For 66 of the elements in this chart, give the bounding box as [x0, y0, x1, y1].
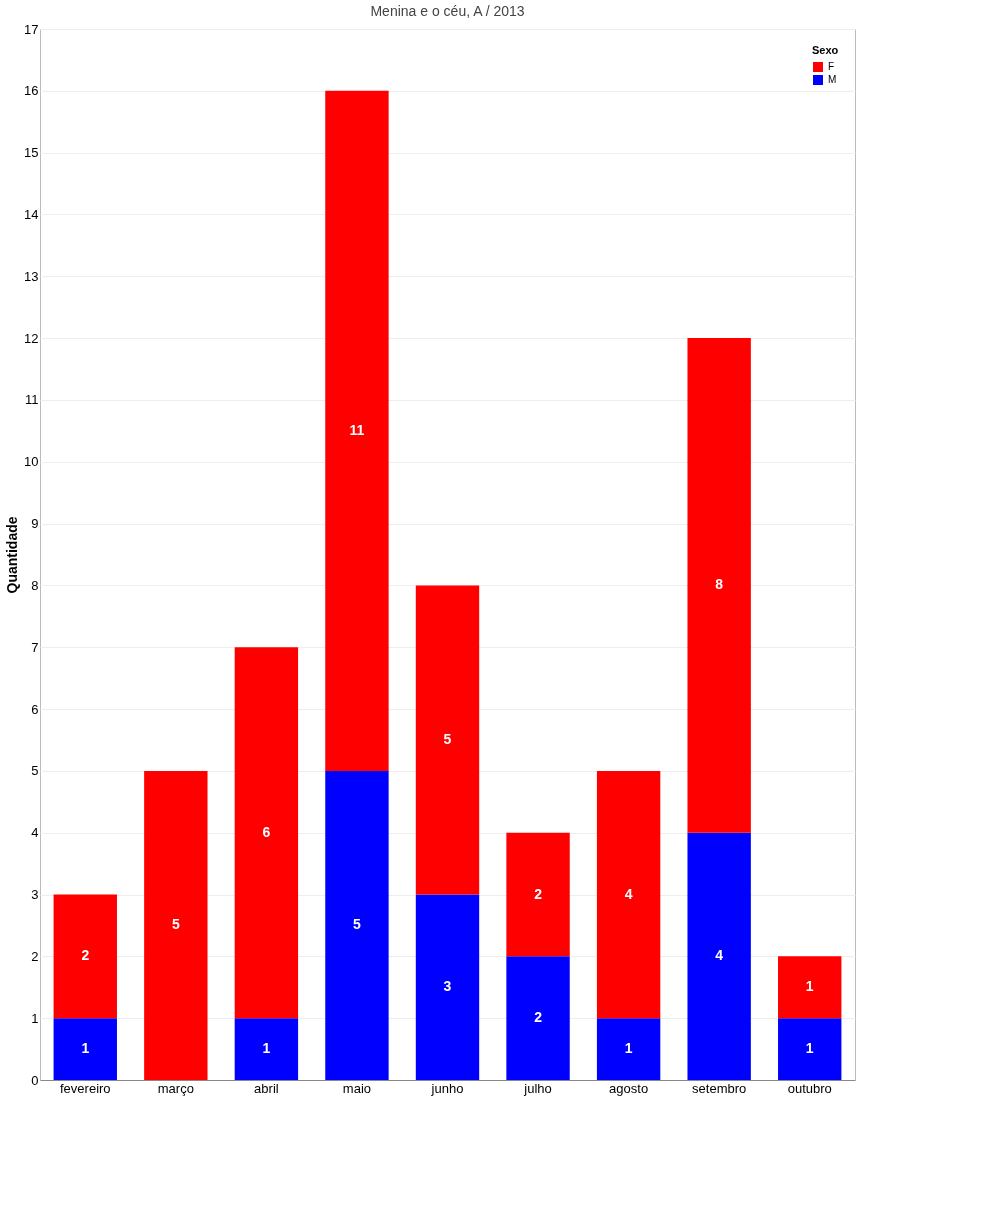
data-label: 5 — [353, 916, 362, 933]
x-tick-label: abril — [254, 1080, 279, 1096]
data-label: 1 — [624, 1040, 633, 1057]
legend-label: F — [828, 61, 835, 72]
legend-label: M — [828, 74, 837, 85]
y-tick-label: 12 — [24, 330, 39, 346]
data-label: 1 — [805, 978, 814, 995]
bar — [325, 90, 389, 771]
bar — [778, 956, 842, 1019]
y-axis-title: Quantidade — [4, 516, 21, 594]
bar — [415, 585, 480, 895]
bar — [415, 894, 480, 1080]
bar — [234, 647, 299, 1019]
y-tick-label: 9 — [31, 516, 39, 532]
y-tick-label: 14 — [24, 206, 39, 222]
bar — [506, 832, 570, 957]
y-tick-label: 13 — [24, 268, 39, 284]
bar — [53, 1018, 117, 1080]
y-tick-label: 15 — [24, 145, 39, 161]
y-tick-label: 11 — [25, 392, 39, 408]
data-label: 2 — [534, 1009, 543, 1026]
y-tick-label: 1 — [31, 1010, 39, 1026]
data-label: 2 — [81, 947, 90, 964]
x-tick-label: outubro — [787, 1080, 832, 1096]
y-tick-label: 16 — [24, 83, 39, 99]
y-tick-label: 0 — [31, 1072, 39, 1088]
x-tick-label: março — [157, 1080, 194, 1096]
data-label: 11 — [349, 421, 365, 438]
bar — [53, 894, 117, 1019]
x-tick-label: maio — [342, 1080, 372, 1096]
bar — [506, 956, 570, 1080]
bar — [596, 770, 661, 1019]
data-label: 2 — [534, 885, 543, 902]
bar — [325, 770, 389, 1080]
y-tick-label: 8 — [31, 577, 39, 593]
x-tick-label: agosto — [609, 1080, 649, 1096]
y-tick-label: 10 — [24, 454, 39, 470]
y-tick-label: 6 — [31, 701, 39, 717]
data-label: 6 — [262, 823, 271, 840]
y-tick-label: 17 — [24, 21, 39, 37]
data-label: 1 — [805, 1040, 814, 1057]
data-label: 5 — [443, 730, 452, 747]
bar — [687, 832, 751, 1080]
data-label: 3 — [443, 978, 452, 995]
legend-title: Sexo — [812, 44, 839, 56]
data-label: 1 — [81, 1040, 90, 1057]
x-tick-label: junho — [430, 1080, 464, 1096]
y-tick-label: 4 — [31, 825, 39, 841]
y-tick-label: 7 — [31, 639, 39, 655]
data-label: 4 — [715, 947, 724, 964]
bar — [687, 338, 751, 833]
chart-title: Menina e o céu, A / 2013 — [370, 3, 525, 19]
y-tick-label: 2 — [31, 948, 39, 964]
bar — [234, 1018, 299, 1080]
data-label: 8 — [715, 576, 724, 593]
y-tick-label: 3 — [31, 887, 39, 903]
data-label: 4 — [624, 885, 633, 902]
data-label: 5 — [171, 916, 180, 933]
x-tick-label: julho — [523, 1080, 552, 1096]
x-tick-label: setembro — [692, 1080, 747, 1096]
y-tick-label: 5 — [31, 763, 39, 779]
data-label: 1 — [262, 1040, 271, 1057]
x-tick-label: fevereiro — [59, 1080, 111, 1096]
bar — [144, 770, 208, 1080]
bar — [596, 1018, 661, 1080]
bar — [778, 1018, 842, 1080]
